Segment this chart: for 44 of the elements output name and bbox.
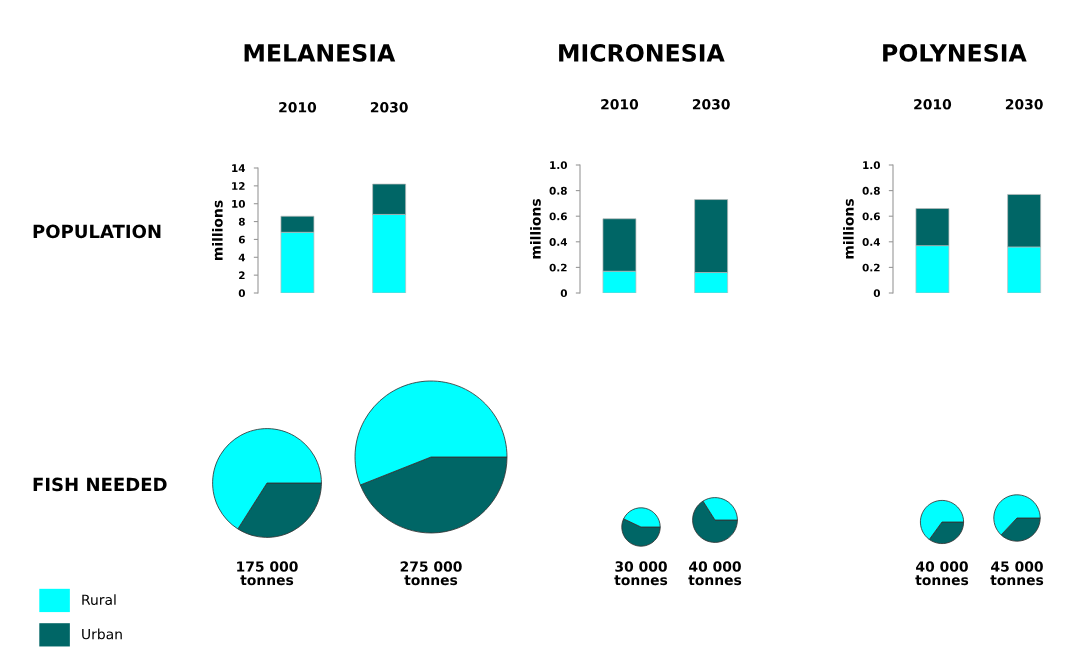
chart-title: MICRONESIA (559, 43, 725, 62)
y-tick-label: 0.8 (549, 186, 567, 195)
y-tick-label: 0.6 (549, 212, 567, 221)
pie-slice (692, 500, 738, 543)
y-tick-label: 14 (232, 164, 246, 172)
y-axis-title: millions (843, 199, 854, 259)
text: 275 000 tonnes (400, 561, 462, 586)
legend-label: Urban (82, 628, 122, 640)
text: 40 000 tonnes (688, 561, 742, 586)
chart-title: POLYNESIA (883, 43, 1027, 62)
y-tick-label: 0.6 (862, 212, 880, 221)
x-tick-label: 2010 (914, 99, 952, 110)
y-tick-label: 12 (232, 182, 245, 190)
y-tick-label: 0 (560, 289, 567, 298)
text: POPULATION (33, 224, 161, 239)
y-tick-label: 0 (873, 289, 880, 298)
y-axis-title: millions (530, 199, 541, 259)
y-tick-label: 4 (238, 253, 246, 262)
text: 175 000 tonnes (237, 561, 298, 586)
text: 45 000 tonnes (990, 561, 1044, 586)
x-tick-label: 2030 (1005, 99, 1043, 110)
y-tick-label: 1.0 (863, 161, 880, 170)
legend-label: Rural (82, 594, 116, 605)
y-tick-label: 0 (238, 289, 245, 298)
y-tick-label: 0.2 (862, 263, 880, 272)
y-tick-label: 10 (232, 199, 245, 208)
pie-slice (919, 499, 965, 540)
y-tick-label: 0.2 (549, 263, 567, 272)
x-tick-label: 2030 (692, 99, 730, 110)
y-tick-label: 6 (238, 235, 245, 244)
y-tick-label: 8 (238, 217, 245, 226)
x-tick-label: 2010 (279, 102, 317, 113)
text: 30 000 tonnes (614, 561, 668, 586)
x-tick-label: 2030 (370, 102, 408, 113)
y-tick-label: 0.4 (862, 238, 881, 246)
text: FISH NEEDED (33, 477, 167, 492)
x-tick-label: 2010 (601, 99, 639, 110)
y-tick-label: 0.8 (862, 186, 880, 195)
y-axis-title: millions (212, 200, 223, 260)
y-tick-label: 1.0 (550, 161, 567, 170)
y-tick-label: 0.4 (549, 238, 568, 246)
text: 40 000 tonnes (915, 561, 969, 586)
chart-title: MELANESIA (244, 43, 396, 62)
y-tick-label: 2 (239, 271, 245, 280)
